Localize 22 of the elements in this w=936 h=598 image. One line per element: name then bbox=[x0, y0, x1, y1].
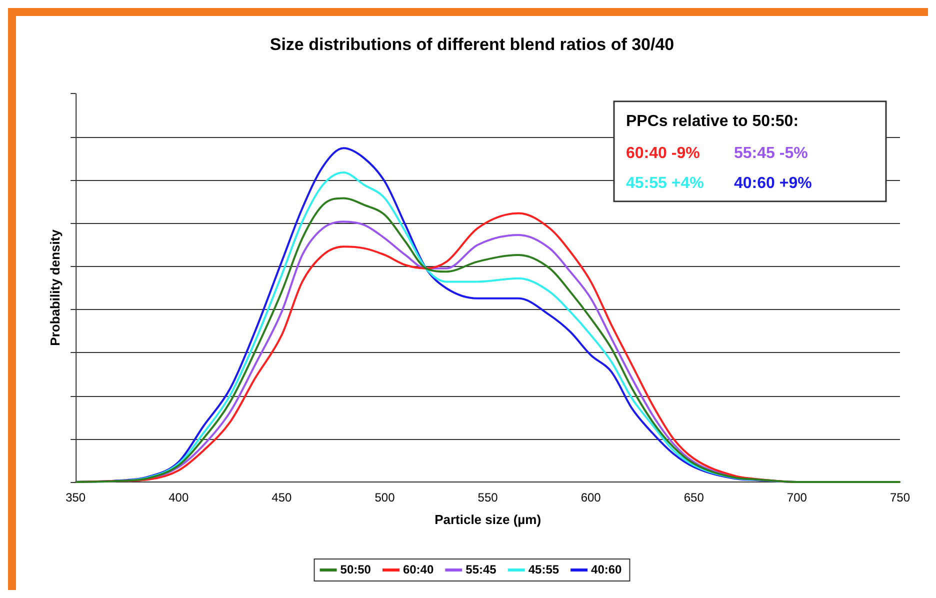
x-tick-label: 350 bbox=[66, 490, 86, 505]
annotation: 55:45 -5% bbox=[734, 144, 808, 162]
x-tick-label: 650 bbox=[684, 490, 704, 505]
text: PPCs relative to 50:50: bbox=[626, 112, 799, 130]
x-tick-label: 450 bbox=[272, 490, 292, 505]
x-tick-label: 500 bbox=[374, 490, 396, 505]
x-tick-label: 400 bbox=[168, 490, 189, 505]
x-tick-label: 600 bbox=[580, 490, 602, 505]
legend-label: 50:50 bbox=[340, 562, 372, 576]
annotation: 45:55 +4% bbox=[626, 174, 704, 192]
chart-title: Size distributions of different blend ratios of 30/40 bbox=[270, 34, 674, 54]
annotation: 60:40 -9% bbox=[626, 144, 700, 162]
x-tick-label: 550 bbox=[478, 490, 498, 505]
x-tick-label: 700 bbox=[786, 490, 808, 505]
legend-label: 60:40 bbox=[402, 562, 434, 576]
x-axis-title: Particle size (µm) bbox=[434, 512, 542, 527]
legend-label: 55:45 bbox=[466, 562, 497, 576]
annotation: 40:60 +9% bbox=[734, 174, 812, 192]
x-tick-label: 750 bbox=[890, 490, 910, 505]
y-axis-title: Probability density bbox=[47, 228, 62, 346]
legend-label: 40:60 bbox=[591, 562, 622, 576]
legend-label: 45:55 bbox=[528, 562, 560, 576]
